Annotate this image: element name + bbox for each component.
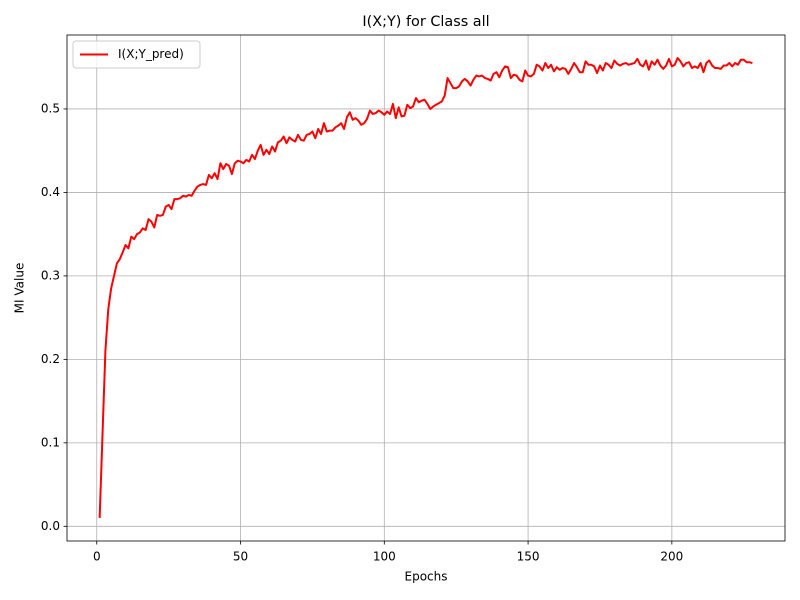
chart-title: I(X;Y) for Class all: [362, 14, 489, 30]
plot-frame: [66, 34, 786, 542]
y-tick-label: 0.1: [41, 435, 60, 449]
y-tick-label: 0.2: [41, 352, 60, 366]
x-tick-label: 100: [373, 550, 396, 564]
x-axis-label: Epochs: [405, 570, 448, 584]
x-tick-label: 0: [93, 550, 101, 564]
legend-box: [72, 40, 201, 69]
y-tick-label: 0.4: [41, 185, 60, 199]
y-tick-label: 0.0: [41, 519, 60, 533]
legend-label: I(X;Y_pred): [118, 47, 184, 61]
y-axis-label: MI Value: [13, 263, 27, 314]
x-tick-label: 150: [517, 550, 540, 564]
y-tick-label: 0.3: [41, 268, 60, 282]
y-tick-label: 0.5: [41, 101, 60, 115]
line: [98, 57, 753, 518]
x-tick-label: 50: [233, 550, 248, 564]
x-tick-label: 200: [660, 550, 683, 564]
